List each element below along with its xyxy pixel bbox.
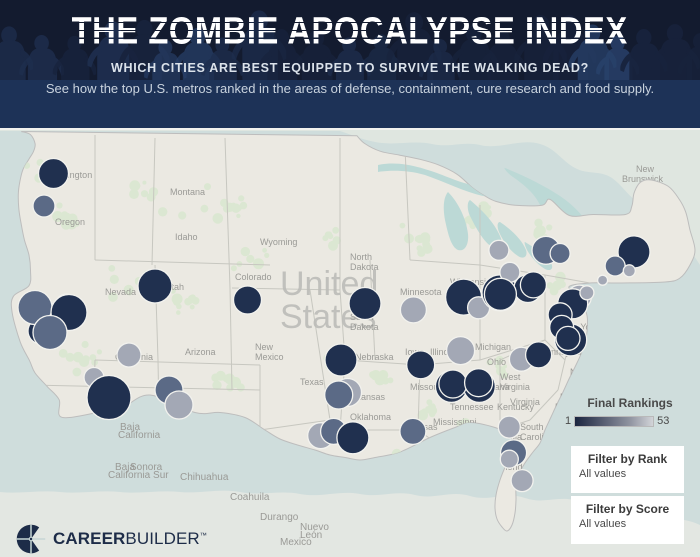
- svg-text:California: California: [118, 430, 161, 441]
- svg-text:Mexico: Mexico: [255, 352, 284, 362]
- svg-text:Dakota: Dakota: [350, 322, 379, 332]
- svg-text:Montana: Montana: [170, 187, 205, 197]
- svg-text:Dakota: Dakota: [350, 262, 379, 272]
- svg-text:Minnesota: Minnesota: [400, 287, 442, 297]
- svg-text:Wyoming: Wyoming: [260, 237, 297, 247]
- svg-text:Durango: Durango: [260, 512, 299, 523]
- svg-text:Michigan: Michigan: [475, 342, 511, 352]
- svg-text:Oklahoma: Oklahoma: [350, 412, 391, 422]
- svg-text:North: North: [350, 252, 372, 262]
- svg-text:Idaho: Idaho: [175, 232, 198, 242]
- svg-text:California Sur: California Sur: [108, 470, 169, 481]
- svg-text:Arizona: Arizona: [185, 347, 216, 357]
- svg-text:Tennessee: Tennessee: [450, 402, 494, 412]
- svg-text:New: New: [255, 342, 274, 352]
- svg-text:West: West: [500, 372, 521, 382]
- svg-text:Chihuahua: Chihuahua: [180, 472, 229, 483]
- svg-text:Texas: Texas: [300, 377, 324, 387]
- svg-text:Ohio: Ohio: [487, 357, 506, 367]
- svg-text:Virginia: Virginia: [500, 382, 530, 392]
- svg-text:Oregon: Oregon: [55, 217, 85, 227]
- svg-text:Colorado: Colorado: [235, 272, 272, 282]
- svg-text:Nevada: Nevada: [105, 287, 136, 297]
- svg-text:Virginia: Virginia: [510, 397, 540, 407]
- svg-text:León: León: [300, 530, 322, 541]
- svg-text:Coahuila: Coahuila: [230, 492, 270, 503]
- svg-text:Nebraska: Nebraska: [355, 352, 394, 362]
- svg-text:South: South: [520, 422, 544, 432]
- svg-text:New: New: [636, 164, 655, 174]
